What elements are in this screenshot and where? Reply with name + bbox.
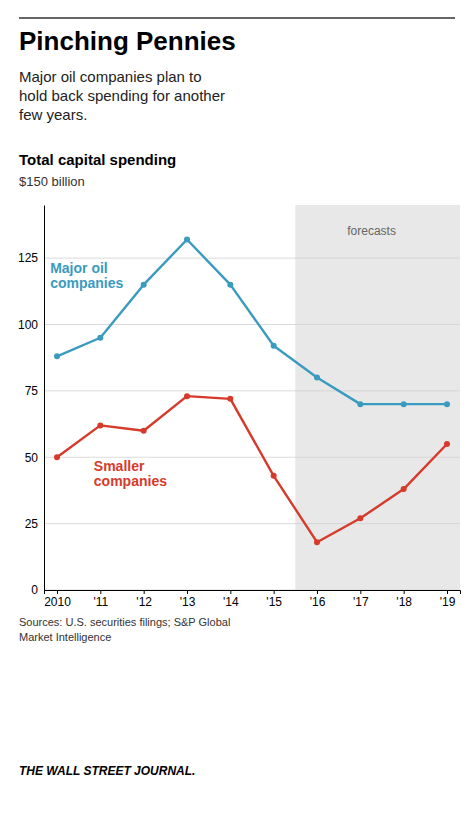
x-axis-line [45,591,461,595]
series-label-line: Major oil [50,260,108,276]
x-axis: 2010 '11 '12 '13 '14 '15 '16 '17 '18 '19 [44,590,460,609]
y-tick-label: 75 [25,384,39,398]
series-point [141,282,147,288]
series-point [227,282,233,288]
x-tick-mark [360,590,361,594]
sources-line: Market Intelligence [19,631,111,643]
y-tick: 125 [18,251,44,265]
y-axis: 0 25 50 75 100 125 [18,206,45,598]
series-point [314,539,320,545]
series-point [97,422,103,428]
series-line [57,396,447,542]
y-axis-line [44,206,45,591]
x-tick-mark [230,590,231,594]
sources-line: Sources: U.S. securities filings; S&P Gl… [19,616,230,628]
series-point [444,401,450,407]
series-point [357,401,363,407]
grid-line [44,324,460,325]
series-point [54,353,60,359]
chart-label: Total capital spending [19,151,176,168]
y-tick-label: 50 [25,451,39,465]
x-tick-label: '19 [440,595,456,609]
series-point [97,335,103,341]
series-label: Major oilcompanies [50,260,123,291]
x-tick: '14 [223,590,239,609]
plot: 0 25 50 75 100 125 2010 '11 '12 '13 '14 '15 '16 '17 '1… [18,205,461,609]
x-tick-label: '12 [136,595,152,609]
y-tick-label: 25 [25,517,39,531]
series-point [357,515,363,521]
grid-line [44,390,460,391]
y-tick: 75 [25,384,44,398]
series-label-line: companies [50,275,123,291]
series-point [401,401,407,407]
x-tick-label: '16 [310,595,326,609]
series-point [184,237,190,243]
x-tick: '18 [396,590,412,609]
x-tick-label: 2010 [44,595,71,609]
x-tick-label: '14 [223,595,239,609]
x-tick: '11 [93,590,108,609]
series-point [271,343,277,349]
x-tick-label: '15 [266,595,282,609]
chart: Pinching Pennies Major oil companies plan… [0,0,474,824]
x-tick-mark [404,590,405,594]
subtitle: Major oil companies plan to hold back spe… [19,68,225,123]
grid-line [44,523,460,524]
series-point [314,375,320,381]
x-tick-label: '11 [93,595,108,609]
series-point [444,441,450,447]
x-tick: '13 [180,590,196,609]
x-tick: '12 [136,590,152,609]
x-tick-label: '13 [180,595,196,609]
subtitle-line: hold back spending for another [19,87,225,104]
forecast-band [295,205,460,590]
series-point [54,454,60,460]
sources: Sources: U.S. securities filings; S&P Gl… [19,616,230,643]
top-rule [19,17,455,19]
x-tick-mark [57,590,58,594]
subtitle-line: few years. [19,106,87,123]
title: Pinching Pennies [19,26,236,56]
series-point [141,428,147,434]
forecast-label: forecasts [347,224,396,238]
series-labels: Major oilcompaniesSmallercompanies [50,260,167,489]
x-tick: 2010 [44,590,71,609]
x-tick: '19 [440,590,456,609]
series-label: Smallercompanies [94,458,167,489]
y-tick: 0 [31,583,44,597]
series-point [184,393,190,399]
grid [44,258,460,590]
y-tick: 50 [25,451,44,465]
x-tick-mark [187,590,188,594]
y-tick: 25 [25,517,44,531]
footer: THE WALL STREET JOURNAL. [19,764,195,778]
x-tick: '15 [266,590,282,609]
series-label-line: Smaller [94,458,145,474]
y-tick-label: 0 [31,583,38,597]
series-line [57,240,447,405]
y-tick-label: 125 [18,251,38,265]
x-tick-label: '17 [353,595,369,609]
y-tick-label: 100 [18,318,38,332]
subtitle-line: Major oil companies plan to [19,68,202,85]
x-tick: '17 [353,590,369,609]
series-point [401,486,407,492]
y-axis-label: $150 billion [19,174,85,189]
series-label-line: companies [94,473,167,489]
x-tick-mark [317,590,318,594]
x-tick-label: '18 [396,595,412,609]
x-tick-mark [100,590,101,594]
series-point [227,396,233,402]
y-tick: 100 [18,318,44,332]
x-tick-mark [144,590,145,594]
x-tick: '16 [310,590,326,609]
series-point [271,473,277,479]
grid-line [44,258,460,259]
x-tick-mark [274,590,275,594]
shading [295,205,460,590]
x-tick-mark [447,590,448,594]
